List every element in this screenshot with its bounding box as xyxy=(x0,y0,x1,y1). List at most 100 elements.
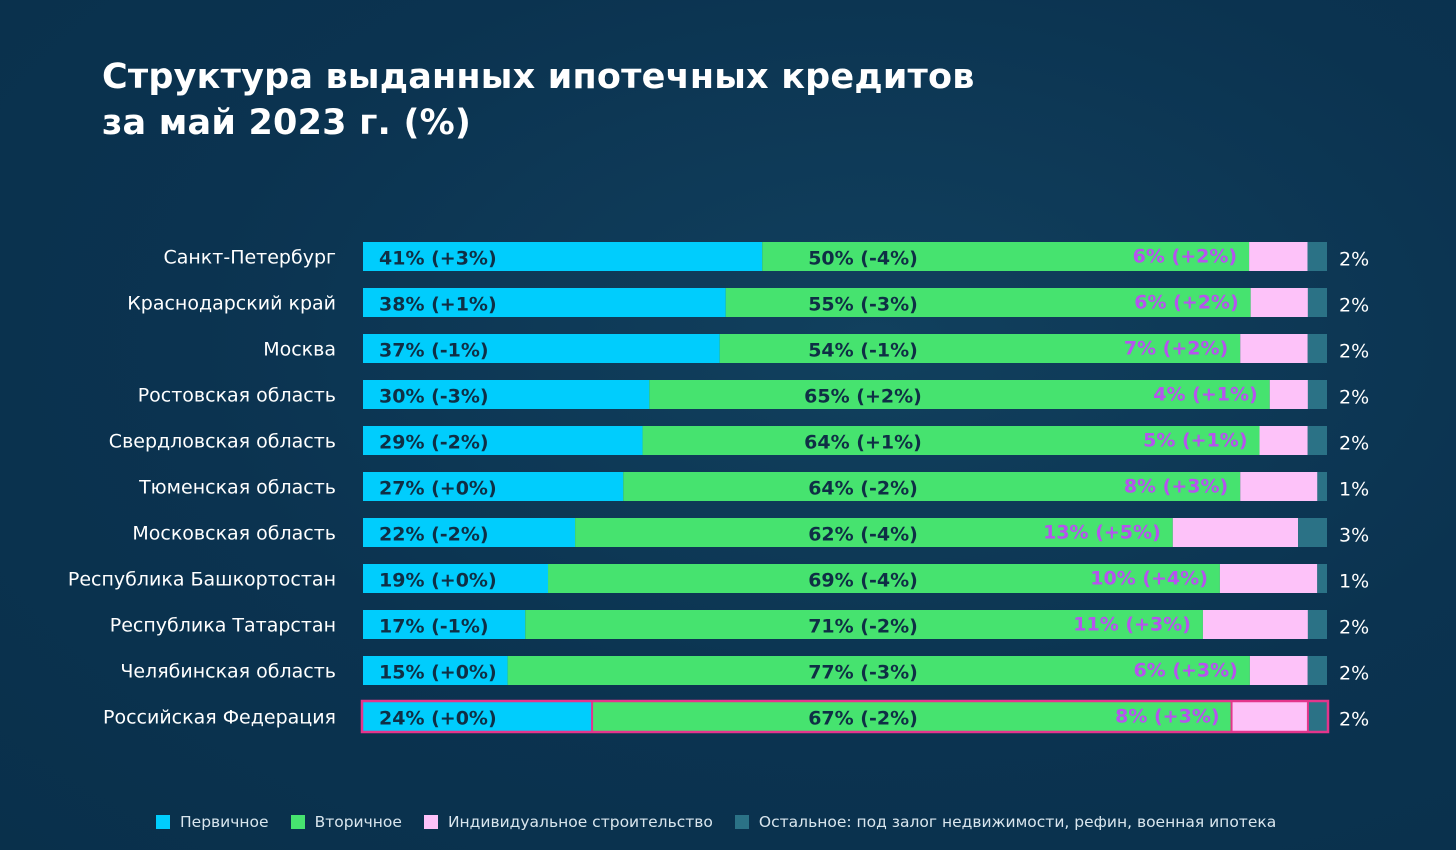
data-label-secondary: 71% (-2%) xyxy=(808,616,918,638)
data-label-other: 2% xyxy=(1339,295,1369,317)
bar-segment-individual xyxy=(1269,380,1308,409)
bar-segment-secondary xyxy=(623,472,1241,501)
legend-swatch-other xyxy=(734,815,749,829)
data-label-secondary: 64% (-2%) xyxy=(808,478,918,500)
data-label-primary: 29% (-2%) xyxy=(379,432,489,454)
data-label-other: 2% xyxy=(1339,617,1369,639)
chart-legend: Первичное Вторичное Индивидуальное строи… xyxy=(156,813,1298,831)
data-label-secondary: 55% (-3%) xyxy=(808,294,918,316)
bar-row: Краснодарский край 38% (+1%) 55% (-3%) 6% (… xyxy=(127,288,1369,317)
stacked-bar-chart: Санкт-Петербург 41% (+3%) 50% (-4%) 6% (+2%… xyxy=(68,242,1369,734)
bar-segment-secondary xyxy=(725,288,1251,317)
bar-segment-secondary xyxy=(592,702,1232,731)
legend-label-secondary: Вторичное xyxy=(314,813,402,831)
bar-segment-primary xyxy=(363,656,508,685)
legend-swatch-individual xyxy=(423,815,438,829)
bar-segment-individual xyxy=(1202,610,1308,639)
category-label: Республика Татарстан xyxy=(110,615,336,637)
bar-segment-primary xyxy=(363,518,576,547)
category-label: Краснодарский край xyxy=(127,293,336,315)
data-label-individual: 13% (+5%) xyxy=(1043,522,1161,544)
bar-segment-individual xyxy=(1172,518,1299,547)
data-label-primary: 27% (+0%) xyxy=(379,478,497,500)
data-label-other: 1% xyxy=(1339,571,1369,593)
data-label-individual: 8% (+3%) xyxy=(1124,476,1228,498)
category-label: Московская область xyxy=(132,523,336,545)
data-label-other: 2% xyxy=(1339,663,1369,685)
category-label: Челябинская область xyxy=(120,661,336,683)
bar-segment-individual xyxy=(1240,334,1308,363)
bar-segment-other xyxy=(1307,288,1327,317)
bar-segment-individual xyxy=(1249,242,1308,271)
data-label-individual: 6% (+2%) xyxy=(1134,292,1238,314)
category-label: Тюменская область xyxy=(138,477,336,499)
bar-segment-primary xyxy=(363,288,726,317)
legend-item-secondary: Вторичное xyxy=(290,813,402,831)
bar-segment-secondary xyxy=(548,564,1220,593)
data-label-individual: 4% (+1%) xyxy=(1153,384,1257,406)
data-label-primary: 41% (+3%) xyxy=(379,248,497,270)
data-label-other: 1% xyxy=(1339,479,1369,501)
data-label-individual: 6% (+3%) xyxy=(1133,660,1237,682)
data-label-primary: 22% (-2%) xyxy=(379,524,489,546)
data-label-secondary: 54% (-1%) xyxy=(808,340,918,362)
data-label-other: 2% xyxy=(1339,433,1369,455)
bar-row: Москва 37% (-1%) 54% (-1%) 7% (+2%) 2% xyxy=(263,334,1369,363)
category-label: Свердловская область xyxy=(109,431,336,453)
bar-segment-primary xyxy=(363,564,549,593)
data-label-other: 2% xyxy=(1339,387,1369,409)
category-label: Ростовская область xyxy=(138,385,336,407)
legend-item-individual: Индивидуальное строительство xyxy=(423,813,713,831)
bar-segment-secondary xyxy=(507,656,1250,685)
legend-label-primary: Первичное xyxy=(180,813,269,831)
data-label-individual: 8% (+3%) xyxy=(1115,706,1219,728)
bar-row: Свердловская область 29% (-2%) 64% (+1%) 5%… xyxy=(109,426,1369,455)
bar-row: Московская область 22% (-2%) 62% (-4%) 13% … xyxy=(132,518,1369,547)
bar-row: Санкт-Петербург 41% (+3%) 50% (-4%) 6% (+2%… xyxy=(163,242,1369,271)
data-label-secondary: 65% (+2%) xyxy=(804,386,922,408)
data-label-primary: 37% (-1%) xyxy=(379,340,489,362)
bar-row: Челябинская область 15% (+0%) 77% (-3%) 6% … xyxy=(120,656,1369,685)
bar-segment-primary xyxy=(363,334,720,363)
bar-segment-secondary xyxy=(649,380,1270,409)
bar-row: Республика Татарстан 17% (-1%) 71% (-2%) 11… xyxy=(110,610,1369,639)
legend-swatch-secondary xyxy=(290,815,305,829)
legend-label-other: Остальное: под залог недвижимости, рефин… xyxy=(758,813,1277,831)
bar-segment-primary xyxy=(363,242,763,271)
bar-segment-other xyxy=(1307,242,1327,271)
data-label-other: 3% xyxy=(1339,525,1369,547)
bar-segment-secondary xyxy=(525,610,1203,639)
bar-row: Республика Башкортостан 19% (+0%) 69% (-4%… xyxy=(68,564,1369,593)
data-label-primary: 15% (+0%) xyxy=(379,662,497,684)
category-label: Республика Башкортостан xyxy=(68,569,336,591)
bar-segment-individual xyxy=(1240,472,1318,501)
bar-row: Тюменская область 27% (+0%) 64% (-2%) 8% (+… xyxy=(138,472,1369,501)
data-label-secondary: 77% (-3%) xyxy=(808,662,918,684)
data-label-other: 2% xyxy=(1339,709,1369,731)
bar-segment-individual xyxy=(1250,288,1308,317)
bar-segment-primary xyxy=(363,426,643,455)
data-label-individual: 10% (+4%) xyxy=(1090,568,1208,590)
legend-item-other: Остальное: под залог недвижимости, рефин… xyxy=(734,813,1277,831)
data-label-individual: 5% (+1%) xyxy=(1143,430,1247,452)
highlight-border xyxy=(360,699,1330,734)
data-label-other: 2% xyxy=(1339,341,1369,363)
data-label-primary: 19% (+0%) xyxy=(379,570,497,592)
bar-segment-other xyxy=(1298,518,1327,547)
bar-segment-secondary xyxy=(575,518,1173,547)
bar-segment-primary xyxy=(363,610,526,639)
bar-segment-individual xyxy=(1231,702,1308,731)
category-label: Российская Федерация xyxy=(103,707,336,729)
data-label-individual: 11% (+3%) xyxy=(1073,614,1191,636)
bar-segment-secondary xyxy=(762,242,1250,271)
data-label-individual: 7% (+2%) xyxy=(1124,338,1228,360)
bar-segment-individual xyxy=(1249,656,1308,685)
data-label-other: 2% xyxy=(1339,249,1369,271)
legend-label-individual: Индивидуальное строительство xyxy=(447,813,713,831)
bar-row: Российская Федерация 24% (+0%) 67% (-2%) 8%… xyxy=(103,699,1369,734)
category-label: Санкт-Петербург xyxy=(163,247,336,269)
bar-segment-other xyxy=(1317,472,1327,501)
bar-segment-primary xyxy=(363,380,650,409)
bar-segment-other xyxy=(1307,426,1327,455)
bar-row: Ростовская область 30% (-3%) 65% (+2%) 4% (… xyxy=(138,380,1369,409)
